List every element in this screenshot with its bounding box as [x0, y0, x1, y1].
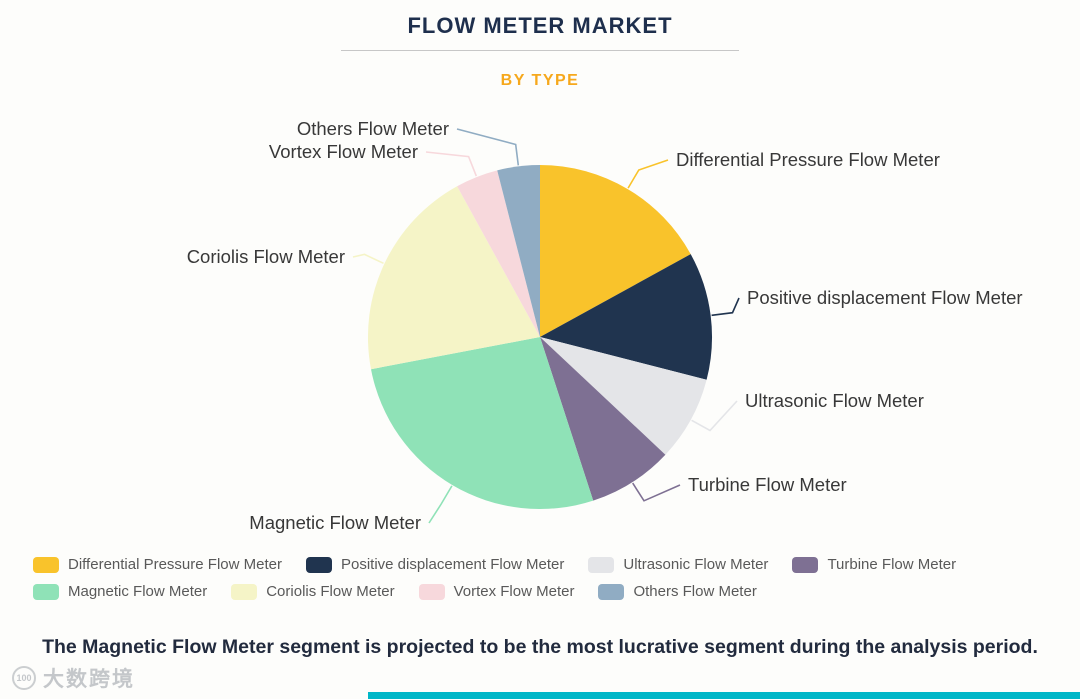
- insight-caption: The Magnetic Flow Meter segment is proje…: [42, 636, 1038, 658]
- legend-label: Coriolis Flow Meter: [266, 583, 395, 600]
- legend-row: Magnetic Flow Meter Coriolis Flow Meter Vo…: [33, 583, 1065, 600]
- legend-swatch: [418, 583, 445, 600]
- chart-subtitle: BY TYPE: [500, 72, 580, 89]
- leader-line-magnetic-flow-meter: [428, 485, 453, 524]
- legend-swatch: [792, 556, 819, 573]
- watermark-badge-icon: 100: [12, 666, 36, 690]
- leader-line-coriolis-flow-meter: [352, 253, 384, 265]
- legend-label: Positive displacement Flow Meter: [340, 556, 565, 573]
- page-title: FLOW METER MARKET: [407, 13, 673, 38]
- pie-label-turbine-flow-meter: Turbine Flow Meter: [688, 474, 847, 495]
- legend-swatch: [33, 583, 59, 600]
- pie-label-coriolis-flow-meter: Coriolis Flow Meter: [187, 246, 345, 267]
- legend-swatch: [588, 556, 615, 573]
- legend-item-coriolis-flow-meter[interactable]: Coriolis Flow Meter: [231, 583, 395, 600]
- watermark-text: 大数跨境: [43, 668, 135, 691]
- legend-label: Turbine Flow Meter: [827, 556, 957, 573]
- pie-label-positive-displacement-flow-meter: Positive displacement Flow Meter: [747, 287, 1023, 308]
- pie-slice-turbine-flow-meter[interactable]: [540, 337, 666, 501]
- leader-line-positive-displacement-flow-meter: [711, 297, 740, 317]
- pie-slice-coriolis-flow-meter[interactable]: [367, 186, 540, 370]
- title-underline: [341, 50, 739, 51]
- legend-swatch: [33, 556, 59, 573]
- legend-item-magnetic-flow-meter[interactable]: Magnetic Flow Meter: [33, 583, 207, 600]
- pie-slice-ultrasonic-flow-meter[interactable]: [540, 337, 707, 455]
- legend-row: Differential Pressure Flow Meter Positive…: [33, 556, 1065, 573]
- legend-item-vortex-flow-meter[interactable]: Vortex Flow Meter: [418, 583, 575, 600]
- legend-swatch: [231, 583, 258, 600]
- watermark-logo: 100 大数跨境: [12, 663, 135, 693]
- leader-line-ultrasonic-flow-meter: [691, 400, 738, 432]
- legend: Differential Pressure Flow Meter Positive…: [33, 556, 1065, 610]
- legend-label: Magnetic Flow Meter: [68, 583, 208, 600]
- legend-label: Ultrasonic Flow Meter: [623, 556, 769, 573]
- pie-slice-magnetic-flow-meter[interactable]: [371, 337, 594, 510]
- bottom-accent-bar: [368, 692, 1080, 699]
- pie-label-differential-pressure-flow-meter: Differential Pressure Flow Meter: [676, 149, 940, 170]
- legend-item-turbine-flow-meter[interactable]: Turbine Flow Meter: [792, 556, 956, 573]
- legend-label: Vortex Flow Meter: [453, 583, 575, 600]
- legend-item-differential-pressure-flow-meter[interactable]: Differential Pressure Flow Meter: [33, 556, 282, 573]
- leader-line-turbine-flow-meter: [632, 482, 681, 502]
- leader-line-differential-pressure-flow-meter: [627, 159, 669, 189]
- legend-label: Differential Pressure Flow Meter: [68, 556, 282, 573]
- pie-slice-vortex-flow-meter[interactable]: [457, 170, 540, 337]
- legend-swatch: [305, 556, 332, 573]
- legend-label: Others Flow Meter: [633, 583, 757, 600]
- pie-slice-others-flow-meter[interactable]: [497, 165, 540, 337]
- leader-line-others-flow-meter: [456, 128, 520, 166]
- pie-slice-positive-displacement-flow-meter[interactable]: [540, 254, 713, 380]
- pie-label-vortex-flow-meter: Vortex Flow Meter: [269, 141, 418, 162]
- legend-item-ultrasonic-flow-meter[interactable]: Ultrasonic Flow Meter: [588, 556, 768, 573]
- pie-label-others-flow-meter: Others Flow Meter: [297, 118, 449, 139]
- pie-label-magnetic-flow-meter: Magnetic Flow Meter: [249, 512, 421, 533]
- legend-item-positive-displacement-flow-meter[interactable]: Positive displacement Flow Meter: [305, 556, 565, 573]
- pie-slice-differential-pressure-flow-meter[interactable]: [540, 165, 691, 337]
- legend-item-others-flow-meter[interactable]: Others Flow Meter: [598, 583, 757, 600]
- leader-line-vortex-flow-meter: [425, 151, 478, 177]
- legend-swatch: [598, 583, 625, 600]
- pie-label-ultrasonic-flow-meter: Ultrasonic Flow Meter: [745, 390, 924, 411]
